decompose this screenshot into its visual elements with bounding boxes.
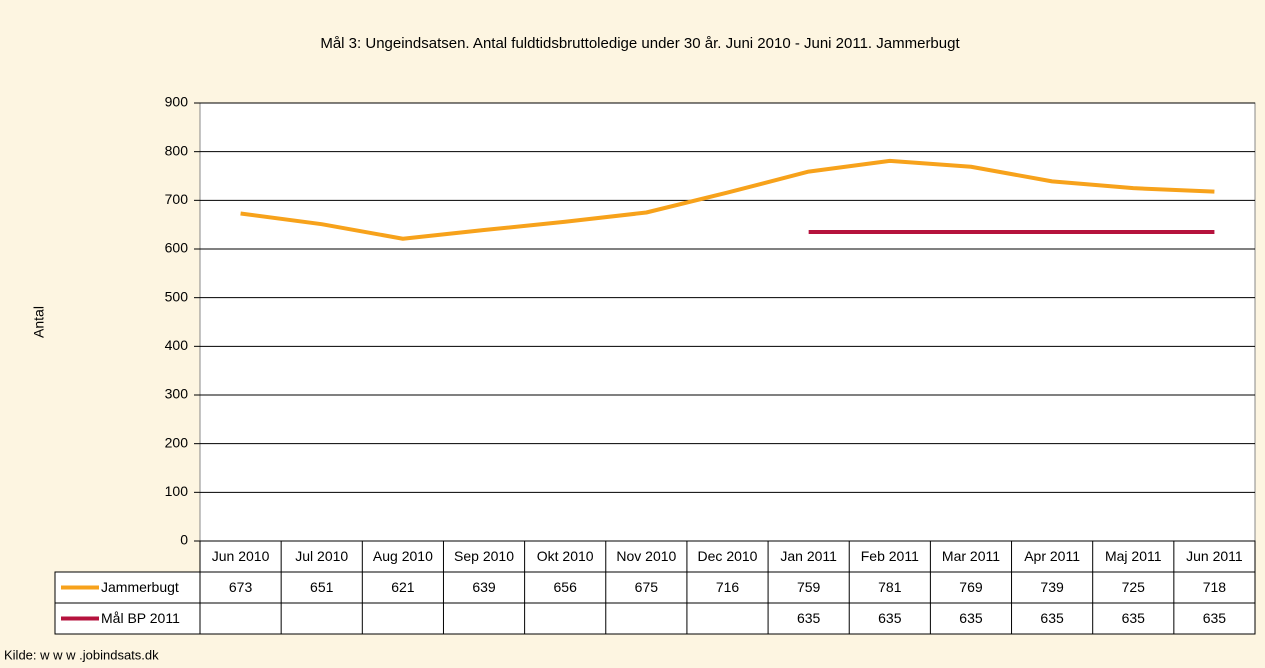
y-tick-label: 100 [165, 483, 189, 499]
source-note: Kilde: w w w .jobindsats.dk [4, 647, 159, 662]
x-tick-label: Jun 2010 [212, 548, 270, 564]
series-line [240, 158, 1215, 241]
x-tick-label: Apr 2011 [1024, 548, 1080, 564]
legend-label: Jammerbugt [101, 579, 179, 595]
table-value: 635 [959, 610, 983, 626]
table-value: 673 [229, 579, 253, 595]
x-tick-label: Sep 2010 [454, 548, 514, 564]
table-value: 716 [716, 579, 740, 595]
table-value: 739 [1040, 579, 1064, 595]
x-tick-label: Nov 2010 [616, 548, 676, 564]
table-value: 759 [797, 579, 821, 595]
y-tick-label: 900 [165, 94, 189, 110]
table-value: 675 [635, 579, 659, 595]
x-tick-label: Feb 2011 [861, 548, 919, 564]
x-tick-label: Jul 2010 [295, 548, 348, 564]
table-value: 635 [878, 610, 902, 626]
table-value: 656 [554, 579, 578, 595]
x-tick-label: Dec 2010 [698, 548, 758, 564]
table-value: 635 [1122, 610, 1146, 626]
x-tick-label: Mar 2011 [942, 548, 1000, 564]
y-tick-label: 300 [165, 386, 189, 402]
y-tick-label: 500 [165, 288, 189, 304]
table-value: 769 [959, 579, 983, 595]
x-tick-label: Maj 2011 [1105, 548, 1162, 564]
x-tick-label: Aug 2010 [373, 548, 433, 564]
table-value: 635 [1040, 610, 1064, 626]
table-value: 781 [878, 579, 902, 595]
y-tick-label: 400 [165, 337, 189, 353]
x-tick-label: Jan 2011 [780, 548, 837, 564]
y-tick-label: 600 [165, 240, 189, 256]
table-value: 651 [310, 579, 334, 595]
y-tick-label: 800 [165, 142, 189, 158]
y-tick-label: 0 [180, 532, 188, 548]
legend-label: Mål BP 2011 [101, 610, 180, 626]
x-tick-label: Okt 2010 [537, 548, 594, 564]
table-value: 639 [472, 579, 496, 595]
table-value: 635 [1203, 610, 1227, 626]
chart-title: Mål 3: Ungeindsatsen. Antal fuldtidsbrut… [320, 35, 960, 52]
y-tick-label: 200 [165, 434, 189, 450]
x-tick-label: Jun 2011 [1186, 548, 1243, 564]
table-value: 725 [1122, 579, 1146, 595]
table-value: 621 [391, 579, 415, 595]
y-tick-label: 700 [165, 191, 189, 207]
table-value: 635 [797, 610, 821, 626]
y-axis-label: Antal [31, 306, 47, 338]
table-value: 718 [1203, 579, 1227, 595]
plot-area [199, 102, 1256, 542]
